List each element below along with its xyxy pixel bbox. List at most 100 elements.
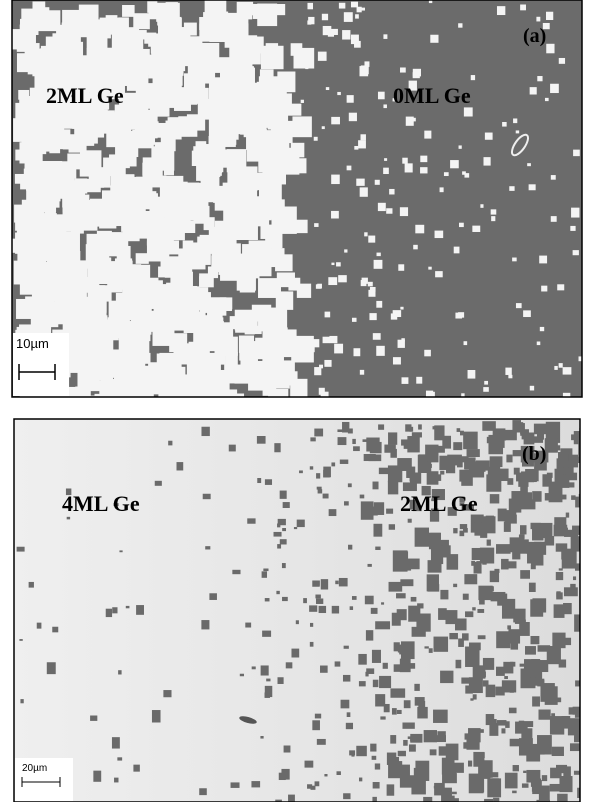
texture (520, 429, 529, 434)
texture (393, 310, 401, 317)
texture (464, 341, 468, 345)
texture (372, 650, 381, 663)
texture (167, 78, 182, 92)
texture (403, 740, 408, 746)
texture (343, 793, 350, 799)
texture (339, 578, 348, 586)
texture (520, 4, 526, 10)
panel-a-image (12, 0, 584, 420)
texture (368, 236, 375, 243)
texture (276, 591, 279, 594)
texture (461, 393, 464, 396)
texture (530, 386, 534, 391)
texture (251, 781, 260, 787)
texture (557, 493, 562, 499)
texture (523, 771, 526, 773)
texture (521, 728, 532, 742)
texture (190, 185, 206, 198)
texture (251, 146, 266, 161)
texture (476, 460, 490, 470)
texture (380, 716, 385, 719)
texture (166, 2, 178, 15)
texture (372, 797, 376, 802)
texture (291, 43, 303, 56)
texture (291, 649, 299, 658)
texture (266, 43, 278, 55)
panel-tag: (b) (522, 443, 546, 465)
texture (79, 5, 99, 22)
texture (119, 550, 122, 552)
texture (424, 131, 431, 139)
texture (393, 357, 401, 364)
texture (100, 18, 120, 35)
texture (362, 513, 369, 517)
texture (147, 1, 157, 13)
texture (149, 284, 169, 307)
region-label: 4ML Ge (62, 491, 140, 516)
texture (580, 778, 589, 792)
texture (386, 509, 393, 514)
texture (147, 55, 162, 69)
texture (406, 467, 415, 478)
texture (310, 642, 314, 647)
texture (389, 524, 395, 530)
texture (257, 436, 266, 444)
texture (12, 29, 36, 49)
texture (559, 659, 566, 667)
texture (240, 674, 244, 677)
texture (406, 117, 414, 126)
texture (483, 658, 494, 670)
texture (510, 537, 521, 552)
texture (388, 465, 402, 482)
texture (348, 483, 352, 487)
texture (148, 362, 168, 380)
texture (554, 366, 557, 370)
texture (415, 528, 429, 547)
texture (307, 784, 312, 788)
texture (262, 571, 267, 577)
texture (199, 788, 207, 795)
texture (566, 473, 577, 481)
texture (524, 721, 533, 727)
texture (126, 606, 130, 608)
texture (510, 689, 514, 693)
texture (501, 728, 505, 733)
scale-bar: 20µm (15, 758, 73, 801)
texture (331, 175, 340, 184)
texture (411, 597, 417, 602)
texture (481, 516, 495, 533)
texture (318, 52, 327, 61)
texture (216, 154, 230, 168)
texture (455, 618, 467, 630)
texture (79, 397, 92, 411)
texture (317, 739, 326, 745)
texture (358, 654, 366, 665)
texture (294, 527, 297, 529)
texture (408, 606, 420, 622)
texture (485, 133, 493, 140)
texture (323, 337, 330, 343)
texture (574, 771, 579, 775)
texture (262, 631, 271, 637)
texture (397, 609, 407, 620)
region-label: 2ML Ge (400, 491, 478, 516)
texture (303, 598, 307, 603)
texture (542, 474, 551, 486)
texture (365, 596, 374, 605)
texture (407, 436, 419, 452)
texture (568, 461, 576, 466)
texture (403, 482, 417, 491)
texture (414, 684, 419, 691)
texture (459, 145, 462, 148)
texture (496, 544, 511, 554)
texture (473, 694, 477, 699)
texture (265, 479, 272, 485)
texture (310, 437, 315, 441)
texture (184, 23, 197, 36)
texture (416, 377, 422, 384)
texture (457, 428, 461, 432)
texture (331, 211, 339, 219)
texture (194, 88, 208, 104)
texture (453, 442, 462, 450)
texture (467, 449, 480, 457)
